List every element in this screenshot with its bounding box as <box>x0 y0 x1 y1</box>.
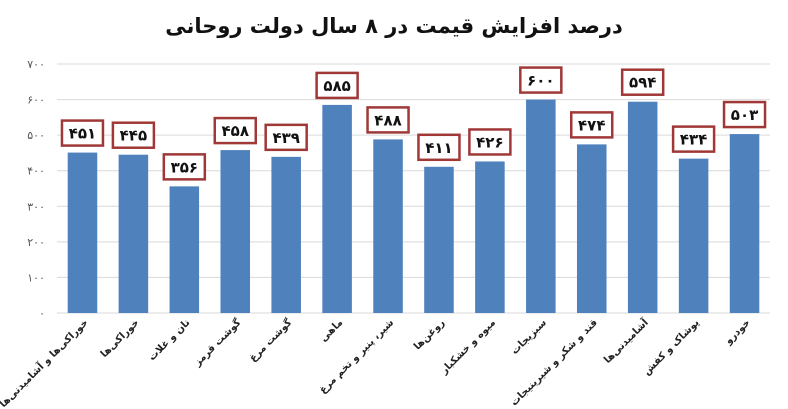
data-label: ۵۰۳ <box>731 106 758 124</box>
chart-title: درصد افزایش قیمت در ۸ سال دولت روحانی <box>165 14 623 38</box>
data-label-box <box>722 100 767 129</box>
data-label-box <box>366 106 410 134</box>
gridlines <box>57 63 770 314</box>
data-label: ۴۳۹ <box>272 129 299 147</box>
data-label-box <box>620 68 665 96</box>
category-label: قند و شکر و شیرینیجات <box>509 317 600 408</box>
data-label: ۴۳۴ <box>680 131 707 149</box>
bar <box>373 139 403 313</box>
bar <box>526 99 556 313</box>
category-label: خوراکی‌ها <box>99 317 142 360</box>
category-label: آشامیدنی‌ها <box>601 316 651 366</box>
y-tick-label: ۵۰۰ <box>27 129 45 142</box>
bar <box>424 166 454 313</box>
data-label-box <box>417 133 461 162</box>
data-label: ۶۰۰ <box>527 72 554 90</box>
data-label: ۴۴۵ <box>120 127 147 145</box>
bar <box>67 152 98 313</box>
bar <box>322 104 352 314</box>
bar <box>729 134 760 313</box>
bar <box>576 144 607 313</box>
category-label: نان و غلات <box>147 317 193 363</box>
category-label: پوشاک و کفش <box>641 317 701 377</box>
data-label: ۴۲۶ <box>476 133 503 151</box>
y-tick-label: ۰ <box>39 307 45 320</box>
category-label: گوشت قرمز <box>190 316 243 369</box>
y-tick-label: ۳۰۰ <box>27 200 45 213</box>
data-label: ۴۸۸ <box>374 111 401 129</box>
data-label-box <box>315 71 359 100</box>
data-label-box <box>671 125 716 153</box>
category-label: سبزیجات <box>509 317 549 357</box>
category-label: روغن‌ها <box>412 317 447 352</box>
data-label-box <box>570 111 614 139</box>
category-label: خودرو <box>723 317 753 347</box>
bar <box>118 154 149 313</box>
bar <box>271 156 301 313</box>
data-label: ۵۹۴ <box>629 74 656 92</box>
y-tick-label: ۶۰۰ <box>27 94 45 107</box>
data-label: ۴۱۱ <box>425 139 452 157</box>
data-label-box <box>519 66 563 94</box>
category-label: گوشت مرغ <box>246 316 294 364</box>
data-label: ۴۷۴ <box>578 116 605 134</box>
category-label: ماهی <box>318 317 345 344</box>
y-tick-label: ۲۰۰ <box>27 236 45 249</box>
data-labels: ۴۵۱ ۴۴۵ ۳۵۶ ۴۵۸ ۴۳۹ ۵۸۵ ۴۸۸ ۴۱۱ ۴۲۶ ۶۰۰ ۴۷۴ ۵۹۴ ۴۳۴ ۵… <box>60 66 767 181</box>
bars <box>67 99 760 314</box>
bar <box>475 161 505 313</box>
category-label: خوراکی‌ها و آشامیدنی‌ها <box>0 316 91 409</box>
data-label: ۴۵۱ <box>69 125 96 143</box>
bar <box>627 101 658 313</box>
data-label: ۳۵۶ <box>171 158 198 176</box>
data-label: ۴۵۸ <box>222 122 249 140</box>
data-label-box <box>264 123 308 152</box>
y-tick-label: ۴۰۰ <box>27 165 45 178</box>
data-label: ۵۸۵ <box>323 77 350 95</box>
bar <box>220 150 251 313</box>
y-tick-label: ۷۰۰ <box>27 58 45 71</box>
category-label: میوه و خشکبار <box>438 317 498 377</box>
data-label-box <box>60 119 105 147</box>
data-label-box <box>213 116 257 145</box>
data-label-box <box>468 128 512 156</box>
category-labels: خوراکی‌ها و آشامیدنی‌ها خوراکی‌ها نان و غل… <box>0 316 753 409</box>
y-tick-label: ۱۰۰ <box>27 271 45 284</box>
data-label-box <box>111 121 156 149</box>
bar <box>169 186 200 313</box>
bar <box>678 158 709 313</box>
y-axis-tick-labels: ۰ ۱۰۰ ۲۰۰ ۳۰۰ ۴۰۰ ۵۰۰ ۶۰۰ ۷۰۰ <box>27 58 45 320</box>
data-label-box <box>162 153 207 181</box>
